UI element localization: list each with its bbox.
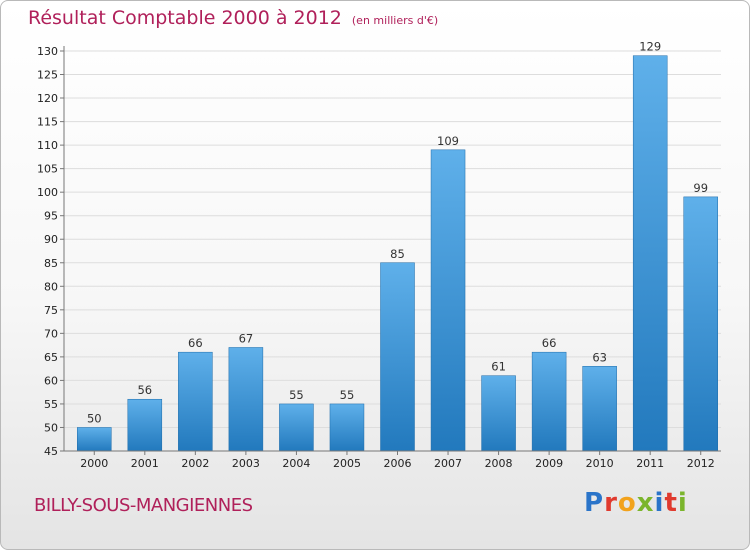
x-tick-label: 2003 [232, 457, 260, 470]
bar-value-label: 55 [289, 388, 304, 402]
bar [77, 427, 112, 452]
proxiti-logo[interactable]: Proxiti [584, 488, 688, 518]
x-tick-label: 2000 [80, 457, 108, 470]
bar [228, 347, 264, 452]
bar-value-label: 66 [542, 336, 557, 350]
x-tick-label: 2005 [333, 457, 361, 470]
y-tick-label: 105 [37, 163, 58, 176]
commune-name: BILLY-SOUS-MANGIENNES [34, 495, 253, 516]
x-tick-label: 2006 [384, 457, 412, 470]
bar [178, 351, 213, 452]
y-tick-label: 45 [44, 445, 58, 458]
y-tick-label: 60 [44, 374, 58, 387]
x-tick-label: 2007 [434, 457, 462, 470]
y-tick-label: 55 [44, 398, 58, 411]
chart-title: Résultat Comptable 2000 à 2012 (en millie… [28, 7, 438, 29]
logo-letter: x [636, 488, 655, 518]
bar-value-label: 66 [188, 336, 203, 350]
axes: 45 50 55 60 65 70 75 80 85 90 95 100 105 110 115 120 125… [37, 45, 721, 470]
x-tick-label: 2009 [535, 457, 563, 470]
bar [329, 403, 365, 452]
bar-value-label: 50 [87, 411, 102, 425]
y-tick-label: 130 [37, 45, 58, 58]
bar-value-label: 67 [239, 331, 254, 345]
y-tick-label: 125 [37, 69, 58, 82]
y-tick-label: 115 [37, 116, 58, 129]
y-tick-label: 120 [37, 92, 58, 105]
chart-title-text: Résultat Comptable 2000 à 2012 [28, 7, 342, 29]
bar [481, 375, 516, 452]
bar-value-label: 129 [639, 40, 661, 54]
x-tick-label: 2012 [687, 457, 715, 470]
bar [582, 366, 617, 452]
bar-value-label: 55 [340, 388, 355, 402]
bar-value-label: 85 [390, 247, 405, 261]
bar-value-label: 61 [491, 360, 506, 374]
bar-value-label: 109 [437, 134, 459, 148]
bar [279, 403, 314, 452]
bar [632, 55, 668, 452]
y-tick-label: 75 [44, 304, 58, 317]
bar [531, 351, 567, 452]
bar [127, 398, 163, 452]
x-tick-label: 2002 [181, 457, 209, 470]
x-tick-label: 2001 [131, 457, 159, 470]
y-tick-label: 100 [37, 186, 58, 199]
bar-value-label: 56 [137, 383, 152, 397]
logo-letter: r [604, 488, 618, 518]
bar [430, 149, 466, 452]
logo-letter: o [617, 488, 637, 518]
x-tick-label: 2010 [586, 457, 614, 470]
y-tick-label: 95 [44, 210, 58, 223]
y-tick-label: 90 [44, 233, 58, 246]
logo-letter: P [584, 488, 605, 518]
y-tick-label: 80 [44, 280, 58, 293]
logo-letter: i [654, 488, 665, 518]
bar-value-label: 99 [693, 181, 708, 195]
bar [380, 262, 415, 452]
logo-letter: i [677, 488, 688, 518]
x-tick-label: 2004 [282, 457, 310, 470]
logo-letter: t [664, 488, 678, 518]
y-tick-label: 65 [44, 351, 58, 364]
y-tick-label: 70 [44, 327, 58, 340]
y-tick-label: 85 [44, 257, 58, 270]
bars: 50 56 66 67 55 55 85 109 61 66 63 129 99 [77, 40, 718, 452]
x-tick-label: 2008 [485, 457, 513, 470]
bar-value-label: 63 [592, 350, 607, 364]
x-tick-label: 2011 [636, 457, 664, 470]
chart-unit: (en milliers d'€) [351, 14, 439, 27]
y-tick-label: 110 [37, 139, 58, 152]
bar [683, 196, 718, 452]
y-tick-label: 50 [44, 421, 58, 434]
